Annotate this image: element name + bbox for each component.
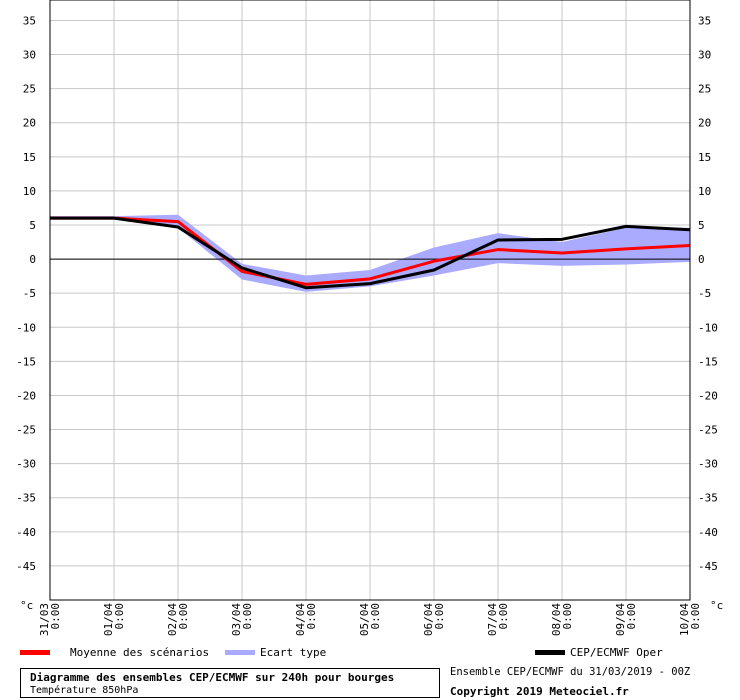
y-unit-left: °c: [20, 599, 33, 612]
x-tick-date-8: 08/04: [550, 603, 563, 636]
y-tick-right-14: -35: [698, 492, 718, 505]
x-tick-8: 08/040:00: [550, 603, 574, 636]
y-tick-labels-left: 35 30 25 20 15 10 5 0 -5 -10 -15 -20 -25 -30 -35 -40 -45: [16, 14, 36, 572]
x-tick-date-0: 31/03: [38, 603, 51, 636]
run-info: Ensemble CEP/ECMWF du 31/03/2019 - 00Z: [450, 666, 691, 678]
copyright: Copyright 2019 Meteociel.fr: [450, 685, 629, 698]
chart-subtitle: Température 850hPa: [30, 685, 139, 696]
x-tick-9: 09/040:00: [614, 603, 638, 636]
y-tick-left-6: 5: [29, 219, 36, 232]
series-line-1: [50, 216, 691, 286]
y-tick-right-16: -45: [698, 560, 718, 573]
y-tick-right-5: 10: [698, 185, 711, 198]
y-tick-right-3: 20: [698, 117, 711, 130]
y-tick-left-7: 0: [29, 253, 36, 266]
chart-title-box: Diagramme des ensembles CEP/ECMWF sur 24…: [20, 668, 440, 698]
legend-label-1: Ecart type: [260, 646, 326, 659]
y-tick-right-4: 15: [698, 151, 711, 164]
x-tick-date-1: 01/04: [102, 603, 115, 636]
x-tick-time-1: 0:00: [113, 603, 126, 630]
y-tick-right-6: 5: [698, 219, 705, 232]
y-tick-left-4: 15: [23, 151, 36, 164]
y-tick-left-9: -10: [16, 321, 36, 334]
y-tick-right-11: -20: [698, 389, 718, 402]
y-tick-left-0: 35: [23, 14, 36, 27]
x-tick-date-6: 06/04: [422, 603, 435, 636]
legend-swatch-0: [20, 650, 50, 655]
y-tick-left-16: -45: [16, 560, 36, 573]
x-tick-time-4: 0:00: [305, 603, 318, 630]
y-tick-left-2: 25: [23, 83, 36, 96]
x-tick-time-5: 0:00: [369, 603, 382, 630]
x-tick-3: 03/040:00: [230, 603, 254, 636]
x-tick-time-0: 0:00: [49, 603, 62, 630]
legend-label-2: CEP/ECMWF Oper: [570, 646, 663, 659]
legend: Moyenne des scénarios Ecart type CEP/ECMWF…: [20, 646, 663, 659]
x-tick-date-3: 03/04: [230, 603, 243, 636]
y-tick-left-12: -25: [16, 424, 36, 437]
x-tick-1: 01/040:00: [102, 603, 126, 636]
x-tick-date-2: 02/04: [166, 603, 179, 636]
x-tick-7: 07/040:00: [486, 603, 510, 636]
legend-label-0: Moyenne des scénarios: [70, 646, 209, 659]
y-tick-left-15: -40: [16, 526, 36, 539]
y-tick-right-1: 30: [698, 49, 711, 62]
y-tick-labels-right: 35 30 25 20 15 10 5 0 -5 -10 -15 -20 -25 -30 -35 -40 -45: [698, 14, 718, 572]
x-tick-time-6: 0:00: [433, 603, 446, 630]
x-tick-date-9: 09/04: [614, 603, 627, 636]
vertical-gridlines: [49, 0, 691, 600]
x-tick-date-5: 05/04: [358, 603, 371, 636]
y-tick-right-7: 0: [698, 253, 705, 266]
x-tick-5: 05/040:00: [358, 603, 382, 636]
x-tick-time-7: 0:00: [497, 603, 510, 630]
y-tick-right-8: -5: [698, 287, 711, 300]
x-tick-0: 31/030:00: [38, 603, 62, 636]
y-tick-left-14: -35: [16, 492, 36, 505]
y-tick-right-15: -40: [698, 526, 718, 539]
series-layer: [50, 216, 691, 290]
x-tick-time-3: 0:00: [241, 603, 254, 630]
x-tick-10: 10/040:00: [678, 603, 702, 636]
x-tick-4: 04/040:00: [294, 603, 318, 636]
y-tick-left-3: 20: [23, 117, 36, 130]
x-tick-2: 02/040:00: [166, 603, 190, 636]
y-tick-left-1: 30: [23, 49, 36, 62]
y-unit-right: °c: [710, 599, 723, 612]
y-tick-right-13: -30: [698, 458, 718, 471]
horizontal-gridlines: [50, 19, 690, 567]
x-tick-time-10: 0:00: [689, 603, 702, 630]
x-tick-time-8: 0:00: [561, 603, 574, 630]
y-tick-right-9: -10: [698, 321, 718, 334]
x-tick-date-7: 07/04: [486, 603, 499, 636]
y-tick-right-10: -15: [698, 355, 718, 368]
x-tick-labels: 31/030:00 01/040:00 02/040:00 03/040:00 04/0…: [38, 603, 702, 636]
y-tick-right-2: 25: [698, 83, 711, 96]
y-tick-left-8: -5: [23, 287, 36, 300]
x-tick-time-9: 0:00: [625, 603, 638, 630]
y-tick-left-13: -30: [16, 458, 36, 471]
legend-swatch-1: [225, 650, 255, 655]
series-line-2: [50, 216, 691, 290]
x-tick-6: 06/040:00: [422, 603, 446, 636]
y-tick-right-12: -25: [698, 424, 718, 437]
y-tick-left-11: -20: [16, 389, 36, 402]
plot-border: [49, 0, 691, 601]
y-tick-left-5: 10: [23, 185, 36, 198]
x-tick-date-4: 04/04: [294, 603, 307, 636]
y-tick-right-0: 35: [698, 14, 711, 27]
x-tick-time-2: 0:00: [177, 603, 190, 630]
y-tick-left-10: -15: [16, 355, 36, 368]
chart-title: Diagramme des ensembles CEP/ECMWF sur 24…: [30, 671, 395, 684]
x-tick-date-10: 10/04: [678, 603, 691, 636]
legend-swatch-2: [535, 650, 565, 655]
